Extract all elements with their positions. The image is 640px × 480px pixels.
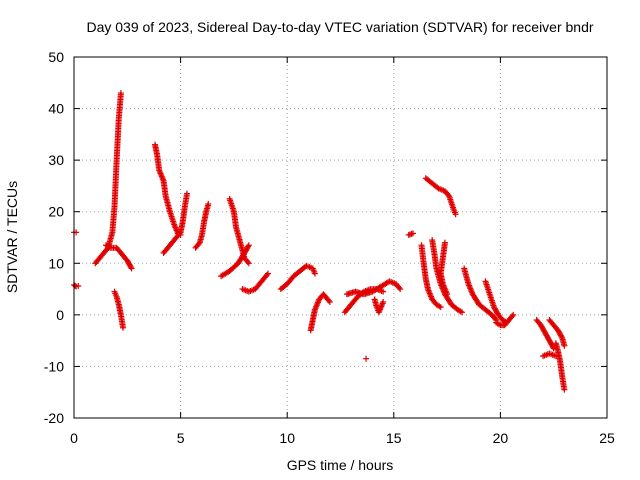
data-point bbox=[205, 200, 212, 207]
data-point bbox=[183, 190, 190, 197]
y-tick-label: -10 bbox=[44, 358, 64, 374]
grid bbox=[74, 57, 607, 418]
data-point bbox=[263, 271, 270, 278]
data-point bbox=[75, 282, 82, 289]
y-tick-label: 50 bbox=[48, 49, 64, 65]
data-point bbox=[558, 333, 565, 340]
data-point bbox=[396, 284, 403, 291]
data-point bbox=[265, 270, 272, 277]
data-point bbox=[444, 291, 451, 298]
x-tick-label: 15 bbox=[386, 430, 402, 446]
data-point bbox=[244, 258, 251, 265]
y-tick-label: 40 bbox=[48, 101, 64, 117]
data-point bbox=[459, 309, 466, 316]
data-point bbox=[117, 90, 124, 97]
data-point bbox=[549, 344, 556, 351]
data-point bbox=[561, 342, 568, 349]
data-point bbox=[311, 270, 318, 277]
x-tick-label: 10 bbox=[279, 430, 295, 446]
data-point bbox=[380, 298, 387, 305]
y-tick-label: 10 bbox=[48, 255, 64, 271]
data-point bbox=[561, 386, 568, 393]
data-point bbox=[326, 298, 333, 305]
y-tick-label: 20 bbox=[48, 204, 64, 220]
data-point bbox=[245, 260, 252, 267]
data-point bbox=[325, 297, 332, 304]
x-tick-label: 20 bbox=[493, 430, 509, 446]
x-axis-label: GPS time / hours bbox=[287, 457, 394, 473]
data-point bbox=[128, 265, 135, 272]
axis-ticks: 0 5 10 15 20 25 -20 -10 0 10 20 30 40 50 bbox=[44, 49, 615, 446]
data-point bbox=[492, 315, 499, 322]
x-tick-label: 0 bbox=[70, 430, 78, 446]
x-tick-label: 5 bbox=[177, 430, 185, 446]
data-point bbox=[176, 230, 183, 237]
data-point bbox=[397, 286, 404, 293]
x-tick-label: 25 bbox=[599, 430, 615, 446]
data-point bbox=[245, 242, 252, 249]
plot-frame bbox=[73, 56, 608, 419]
data-point bbox=[120, 324, 127, 331]
y-tick-label: 30 bbox=[48, 152, 64, 168]
data-point bbox=[437, 304, 444, 311]
data-points bbox=[71, 90, 568, 393]
data-point bbox=[509, 313, 516, 320]
data-point bbox=[409, 230, 416, 237]
y-tick-label: 0 bbox=[56, 307, 64, 323]
chart-title: Day 039 of 2023, Sidereal Day-to-day VTE… bbox=[86, 19, 593, 35]
data-point bbox=[245, 243, 252, 250]
data-point bbox=[127, 264, 134, 271]
data-point bbox=[363, 355, 370, 362]
y-axis-label: SDTVAR / TECUs bbox=[4, 181, 20, 293]
data-point bbox=[380, 288, 387, 295]
y-tick-label: -20 bbox=[44, 410, 64, 426]
data-point bbox=[510, 311, 517, 318]
data-point bbox=[452, 211, 459, 218]
